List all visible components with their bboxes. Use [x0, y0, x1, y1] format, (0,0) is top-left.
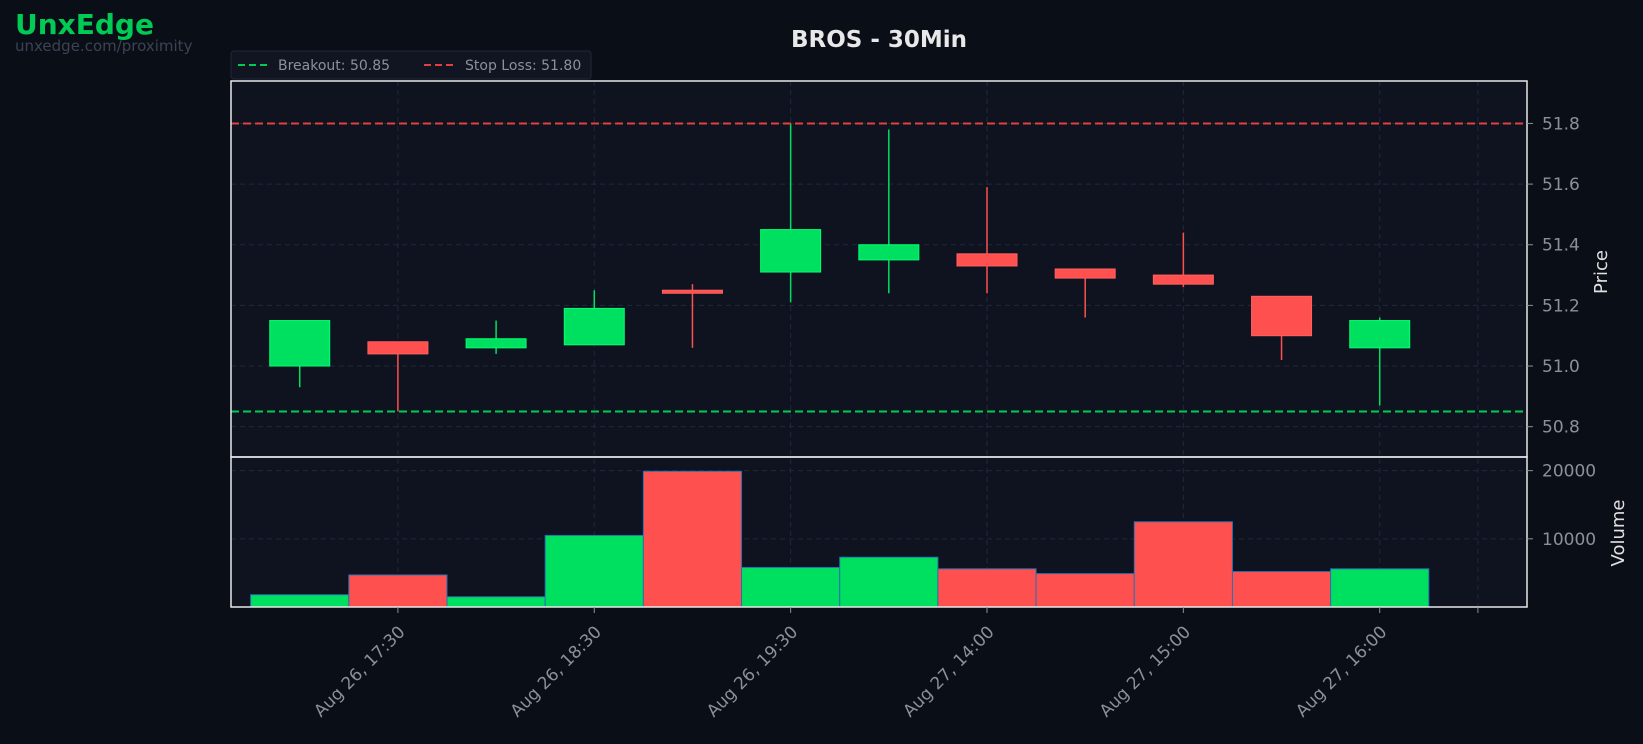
candle-body [760, 229, 822, 273]
candle-body [1054, 268, 1116, 279]
candle-body [465, 338, 527, 349]
volume-bar [741, 566, 841, 608]
legend-box [230, 50, 592, 80]
chart-title: BROS - 30Min [790, 27, 968, 53]
price-tick-label: 51.2 [1542, 296, 1580, 316]
volume-bar [1231, 571, 1332, 608]
chart-marks: 50.8 51.0 51.2 51.4 51.6 51.8 10000 20000 Aug 26… [230, 80, 1596, 721]
price-panel [231, 81, 1527, 457]
price-tick-label: 51.6 [1542, 175, 1580, 195]
volume-bar [1035, 573, 1135, 608]
volume-bar [1133, 521, 1233, 608]
candle-body [858, 244, 920, 261]
volume-bar [937, 568, 1037, 608]
brand-logo: UnxEdge [15, 8, 154, 41]
brand-url: unxedge.com/proximity [15, 37, 193, 55]
volume-bar [642, 470, 743, 608]
volume-axis-label: Volume [1608, 500, 1629, 567]
candle-body [1152, 274, 1214, 285]
candle-body [269, 320, 331, 367]
price-axis-label: Price [1591, 250, 1612, 294]
x-tick-label: Aug 26, 17:30 [310, 622, 409, 721]
x-tick-label: Aug 27, 15:00 [1096, 622, 1195, 721]
volume-bar [250, 594, 350, 608]
volume-tick-label: 10000 [1542, 530, 1596, 550]
legend-breakout: Breakout: 50.85 [278, 58, 390, 74]
legend-stop: Stop Loss: 51.80 [465, 58, 581, 74]
price-tick-label: 51.8 [1542, 114, 1580, 134]
candle-body [1349, 320, 1411, 349]
candle-body [661, 289, 723, 294]
x-tick-label: Aug 26, 19:30 [703, 622, 802, 721]
volume-bar [544, 534, 644, 608]
price-tick-label: 51.4 [1542, 236, 1580, 256]
candle-body [1251, 295, 1313, 337]
price-tick-label: 51.0 [1542, 357, 1580, 377]
volume-bar [348, 574, 448, 608]
price-tick-label: 50.8 [1542, 418, 1580, 438]
volume-tick-label: 20000 [1542, 462, 1596, 482]
volume-bar [1330, 568, 1430, 608]
volume-bar [839, 556, 939, 608]
legend: Breakout: 50.85 Stop Loss: 51.80 [230, 50, 592, 80]
candle-body [956, 253, 1018, 267]
x-tick-label: Aug 26, 18:30 [507, 622, 606, 721]
candle-body [563, 307, 625, 346]
x-tick-label: Aug 27, 16:00 [1292, 622, 1391, 721]
candle-body [367, 341, 429, 355]
x-tick-label: Aug 27, 14:00 [900, 622, 999, 721]
volume-bar [446, 596, 546, 608]
volume-panel-border [230, 456, 1528, 608]
